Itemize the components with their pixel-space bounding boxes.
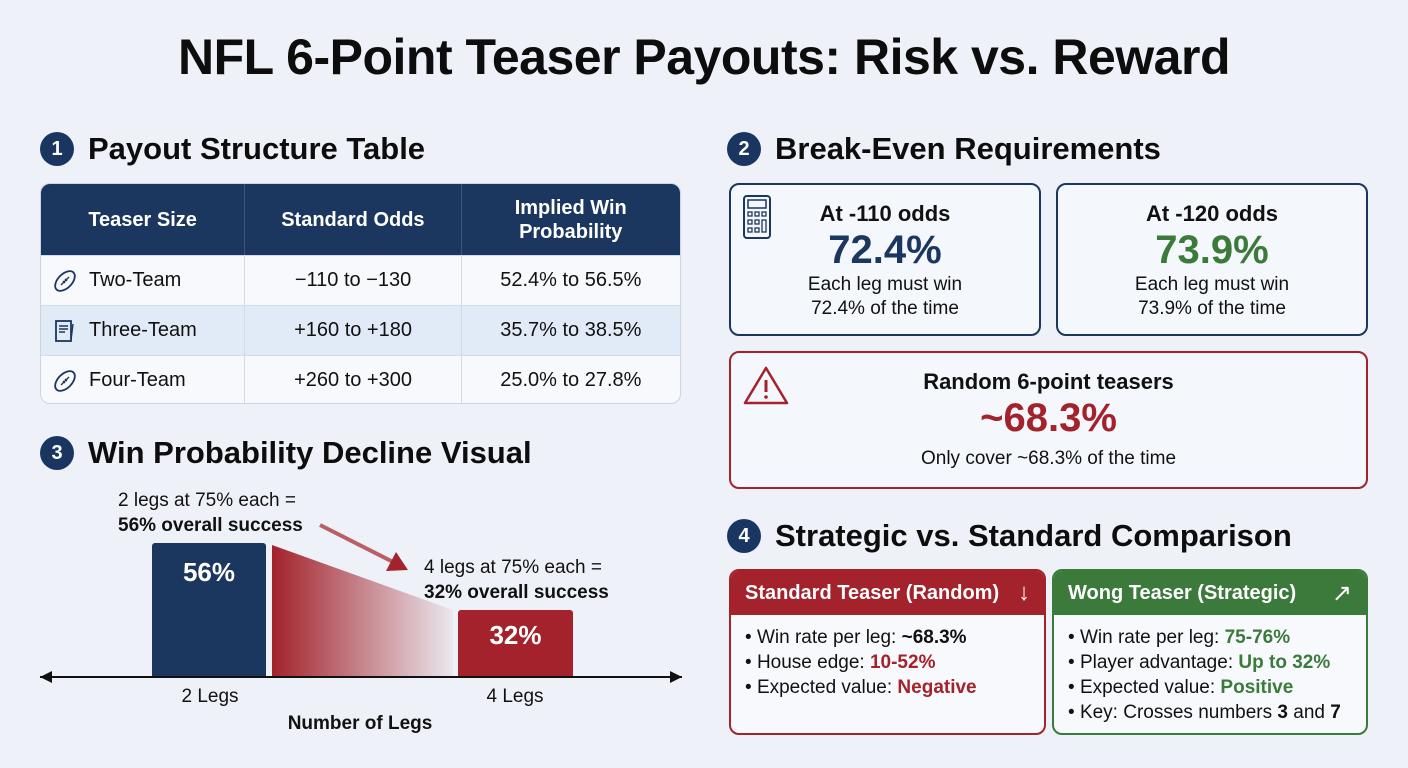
table-header: Teaser Size Standard Odds Implied Win Pr… xyxy=(41,184,680,255)
card-heading: At -110 odds xyxy=(819,201,951,226)
table-row: Four-Team +260 to +300 25.0% to 27.8% xyxy=(41,355,680,403)
payout-table: Teaser Size Standard Odds Implied Win Pr… xyxy=(40,183,681,404)
col-header: Standard Odds xyxy=(245,184,462,255)
odds: −110 to −130 xyxy=(245,256,462,305)
ticket-icon xyxy=(51,317,79,345)
calculator-icon xyxy=(743,195,771,244)
football-icon xyxy=(51,267,79,295)
probability: 52.4% to 56.5% xyxy=(500,269,642,291)
card-value: 73.9% xyxy=(1155,228,1269,272)
page-title: NFL 6-Point Teaser Payouts: Risk vs. Rew… xyxy=(178,29,1231,85)
list-item: Key: Crosses numbers 3 and 7 xyxy=(1068,700,1352,725)
panel-header: Standard Teaser (Random) ↓ xyxy=(731,571,1044,615)
panel-header: Wong Teaser (Strategic) ↗ xyxy=(1054,571,1366,615)
bar-2-legs: 56% xyxy=(152,543,266,677)
warning-icon xyxy=(743,365,789,410)
section-3-header: 3 Win Probability Decline Visual xyxy=(40,435,532,471)
section-number: 3 xyxy=(40,436,74,470)
x-tick: 2 Legs xyxy=(181,686,239,707)
card-value: 72.4% xyxy=(828,228,942,272)
table-row: Three-Team +160 to +180 35.7% to 38.5% xyxy=(41,305,680,355)
card-line: Only cover ~68.3% of the time xyxy=(920,448,1177,469)
section-2-header: 2 Break-Even Requirements xyxy=(727,131,1161,167)
breakeven-card-120: At -120 odds 73.9% Each leg must win 73.… xyxy=(1056,183,1368,336)
col-header: Teaser Size xyxy=(41,184,246,255)
list-item: Win rate per leg: 75-76% xyxy=(1068,625,1352,650)
card-heading: At -120 odds xyxy=(1145,201,1279,226)
list-item: Win rate per leg: ~68.3% xyxy=(745,625,1030,650)
arrow-up-right-icon: ↗ xyxy=(1331,579,1352,607)
annotation-2-legs: 2 legs at 75% each = 56% overall success xyxy=(118,490,303,536)
col-header: Implied Win Probability xyxy=(514,196,627,243)
list-item: Expected value: Positive xyxy=(1068,675,1352,700)
table-row: Two-Team −110 to −130 52.4% to 56.5% xyxy=(41,255,680,305)
annotation-4-legs: 4 legs at 75% each = 32% overall success xyxy=(424,557,609,603)
teaser-size: Three-Team xyxy=(89,319,197,341)
card-value: ~68.3% xyxy=(980,396,1117,440)
arrow-down-icon: ↓ xyxy=(1018,579,1030,606)
probability: 25.0% to 27.8% xyxy=(500,369,642,391)
x-axis xyxy=(40,676,682,678)
odds: +260 to +300 xyxy=(245,356,462,403)
section-title: Win Probability Decline Visual xyxy=(88,435,532,470)
random-teaser-card: Random 6-point teasers ~68.3% Only cover… xyxy=(729,351,1368,489)
odds: +160 to +180 xyxy=(245,306,462,355)
section-number: 1 xyxy=(40,132,74,166)
decline-graphic xyxy=(40,523,682,683)
section-title: Payout Structure Table xyxy=(88,131,426,166)
card-line: 72.4% of the time xyxy=(811,298,959,319)
card-line: Each leg must win xyxy=(807,274,963,295)
card-line: 73.9% of the time xyxy=(1138,298,1286,319)
x-axis-label: Number of Legs xyxy=(287,713,433,734)
bar-4-legs: 32% xyxy=(458,610,573,677)
teaser-size: Four-Team xyxy=(89,369,186,391)
football-icon xyxy=(51,367,79,395)
list-item: House edge: 10-52% xyxy=(745,650,1030,675)
section-1-header: 1 Payout Structure Table xyxy=(40,131,425,167)
breakeven-card-110: At -110 odds 72.4% Each leg must win 72.… xyxy=(729,183,1041,336)
section-4-header: 4 Strategic vs. Standard Comparison xyxy=(727,518,1292,554)
teaser-size: Two-Team xyxy=(89,269,182,291)
standard-teaser-panel: Standard Teaser (Random)↓ Win rate per l… xyxy=(729,569,1046,735)
probability: 35.7% to 38.5% xyxy=(500,319,642,341)
section-number: 2 xyxy=(727,132,761,166)
card-heading: Random 6-point teasers xyxy=(923,369,1174,394)
x-tick: 4 Legs xyxy=(486,686,544,707)
section-title: Strategic vs. Standard Comparison xyxy=(775,518,1292,553)
card-line: Each leg must win xyxy=(1134,274,1290,295)
list-item: Player advantage: Up to 32% xyxy=(1068,650,1352,675)
wong-teaser-panel: Wong Teaser (Strategic)↗ Win rate per le… xyxy=(1052,569,1368,735)
section-title: Break-Even Requirements xyxy=(775,131,1161,166)
list-item: Expected value: Negative xyxy=(745,675,1030,700)
section-number: 4 xyxy=(727,519,761,553)
